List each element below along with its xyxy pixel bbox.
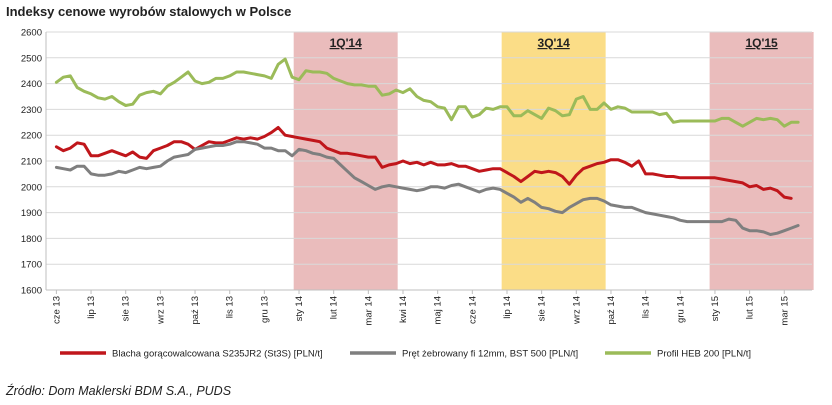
y-tick-label: 2000 [21, 182, 42, 193]
legend-label: Pręt żebrowany fi 12mm, BST 500 [PLN/t] [402, 349, 578, 360]
series-line [54, 140, 800, 236]
x-tick-label: lip 14 [502, 296, 513, 319]
legend-label: Blacha gorącowalcowana S235JR2 (St3S) [P… [112, 349, 323, 360]
y-tick-label: 2300 [21, 105, 42, 116]
line-chart: 1600 1700 1800 1900 2000 2100 2200 2300 2400 2500… [21, 28, 814, 360]
x-tick-label: mar 14 [363, 296, 374, 326]
y-tick-label: 1800 [21, 234, 42, 245]
y-tick-label: 2600 [21, 28, 42, 39]
x-tick-label: sie 14 [537, 296, 548, 321]
highlight-labels: 1Q'14 3Q'14 1Q'15 [330, 36, 778, 50]
highlight-label: 3Q'14 [538, 36, 571, 50]
series-line [54, 57, 800, 128]
x-tick-label: mar 15 [779, 296, 790, 326]
x-tick-label: wrz 13 [155, 296, 166, 325]
highlight-label: 1Q'15 [746, 36, 779, 50]
x-tick-label: cze 14 [467, 296, 478, 324]
x-tick-label: lut 15 [745, 296, 756, 319]
x-tick-label: lis 14 [641, 296, 652, 318]
x-tick-label: wrz 14 [571, 296, 582, 325]
highlight-label: 1Q'14 [330, 36, 363, 50]
x-tick-label: maj 14 [433, 296, 444, 325]
y-tick-label: 1900 [21, 208, 42, 219]
x-tick-label: lip 13 [86, 296, 97, 319]
x-tick-label: paź 13 [190, 296, 201, 325]
legend: Blacha gorącowalcowana S235JR2 (St3S) [P… [60, 349, 751, 360]
series-line [54, 126, 793, 200]
x-tick-label: lis 13 [225, 296, 236, 318]
x-tick-label: gru 14 [675, 296, 686, 323]
y-tick-label: 1700 [21, 260, 42, 271]
chart-title: Indeksy cenowe wyrobów stalowych w Polsc… [6, 4, 292, 19]
x-tick-label: paź 14 [606, 296, 617, 325]
gridlines [45, 31, 812, 291]
y-tick-label: 2100 [21, 157, 42, 168]
x-tick-label: gru 13 [259, 296, 270, 323]
source-note: Źródło: Dom Maklerski BDM S.A., PUDS [6, 384, 232, 398]
y-axis-ticks: 1600 1700 1800 1900 2000 2100 2200 2300 2400 2500… [21, 28, 42, 297]
series-lines [54, 57, 800, 236]
y-tick-label: 2400 [21, 79, 42, 90]
x-tick-label: sty 15 [710, 296, 721, 321]
x-tick-label: cze 13 [51, 296, 62, 324]
x-tick-label: sie 13 [121, 296, 132, 321]
x-axis-ticks: cze 13 lip 13 sie 13 wrz 13 paź 13 lis 13 gru … [51, 290, 790, 326]
legend-label: Profil HEB 200 [PLN/t] [657, 349, 751, 360]
x-tick-label: lut 14 [329, 296, 340, 319]
y-tick-label: 2500 [21, 53, 42, 64]
x-tick-label: sty 14 [294, 296, 305, 321]
y-tick-label: 2200 [21, 131, 42, 142]
x-tick-label: kwi 14 [398, 296, 409, 323]
y-tick-label: 1600 [21, 286, 42, 297]
